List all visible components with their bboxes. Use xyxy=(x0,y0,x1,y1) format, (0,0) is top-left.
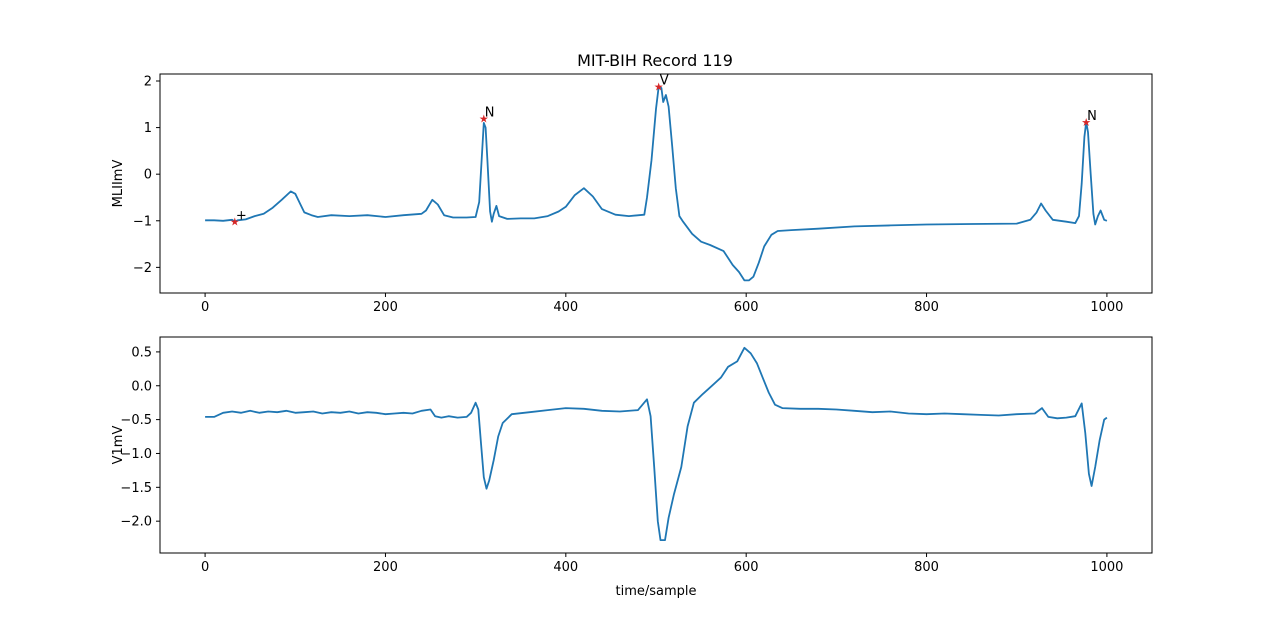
beat-label: N xyxy=(485,105,495,120)
y-axis-label: V1mV xyxy=(111,426,126,465)
y-tick-label: 2 xyxy=(144,74,152,89)
beat-label: V xyxy=(660,74,669,89)
x-tick-label: 600 xyxy=(734,560,759,575)
x-tick-label: 400 xyxy=(553,300,578,315)
x-tick-label: 800 xyxy=(914,300,939,315)
y-tick-label: −2.0 xyxy=(120,515,152,530)
x-tick-label: 200 xyxy=(373,560,398,575)
y-tick-label: 0.0 xyxy=(131,379,152,394)
y-tick-label: −1.5 xyxy=(120,481,152,496)
beat-label: N xyxy=(1087,109,1097,124)
x-tick-label: 1000 xyxy=(1090,300,1123,315)
y-tick-label: −1 xyxy=(133,214,152,229)
y-tick-label: 1 xyxy=(144,121,152,136)
x-tick-label: 600 xyxy=(734,300,759,315)
y-axis-label: MLIImV xyxy=(111,160,126,208)
x-tick-label: 0 xyxy=(201,300,209,315)
x-tick-label: 800 xyxy=(914,560,939,575)
chart-title: MIT-BIH Record 119 xyxy=(577,51,733,70)
x-tick-label: 400 xyxy=(553,560,578,575)
y-tick-label: −2 xyxy=(133,261,152,276)
x-tick-label: 0 xyxy=(201,560,209,575)
beat-label: + xyxy=(236,209,247,224)
y-tick-label: 0 xyxy=(144,168,152,183)
y-tick-label: 0.5 xyxy=(131,345,152,360)
x-tick-label: 1000 xyxy=(1090,560,1123,575)
x-tick-label: 200 xyxy=(373,300,398,315)
x-axis-label: time/sample xyxy=(615,584,696,599)
